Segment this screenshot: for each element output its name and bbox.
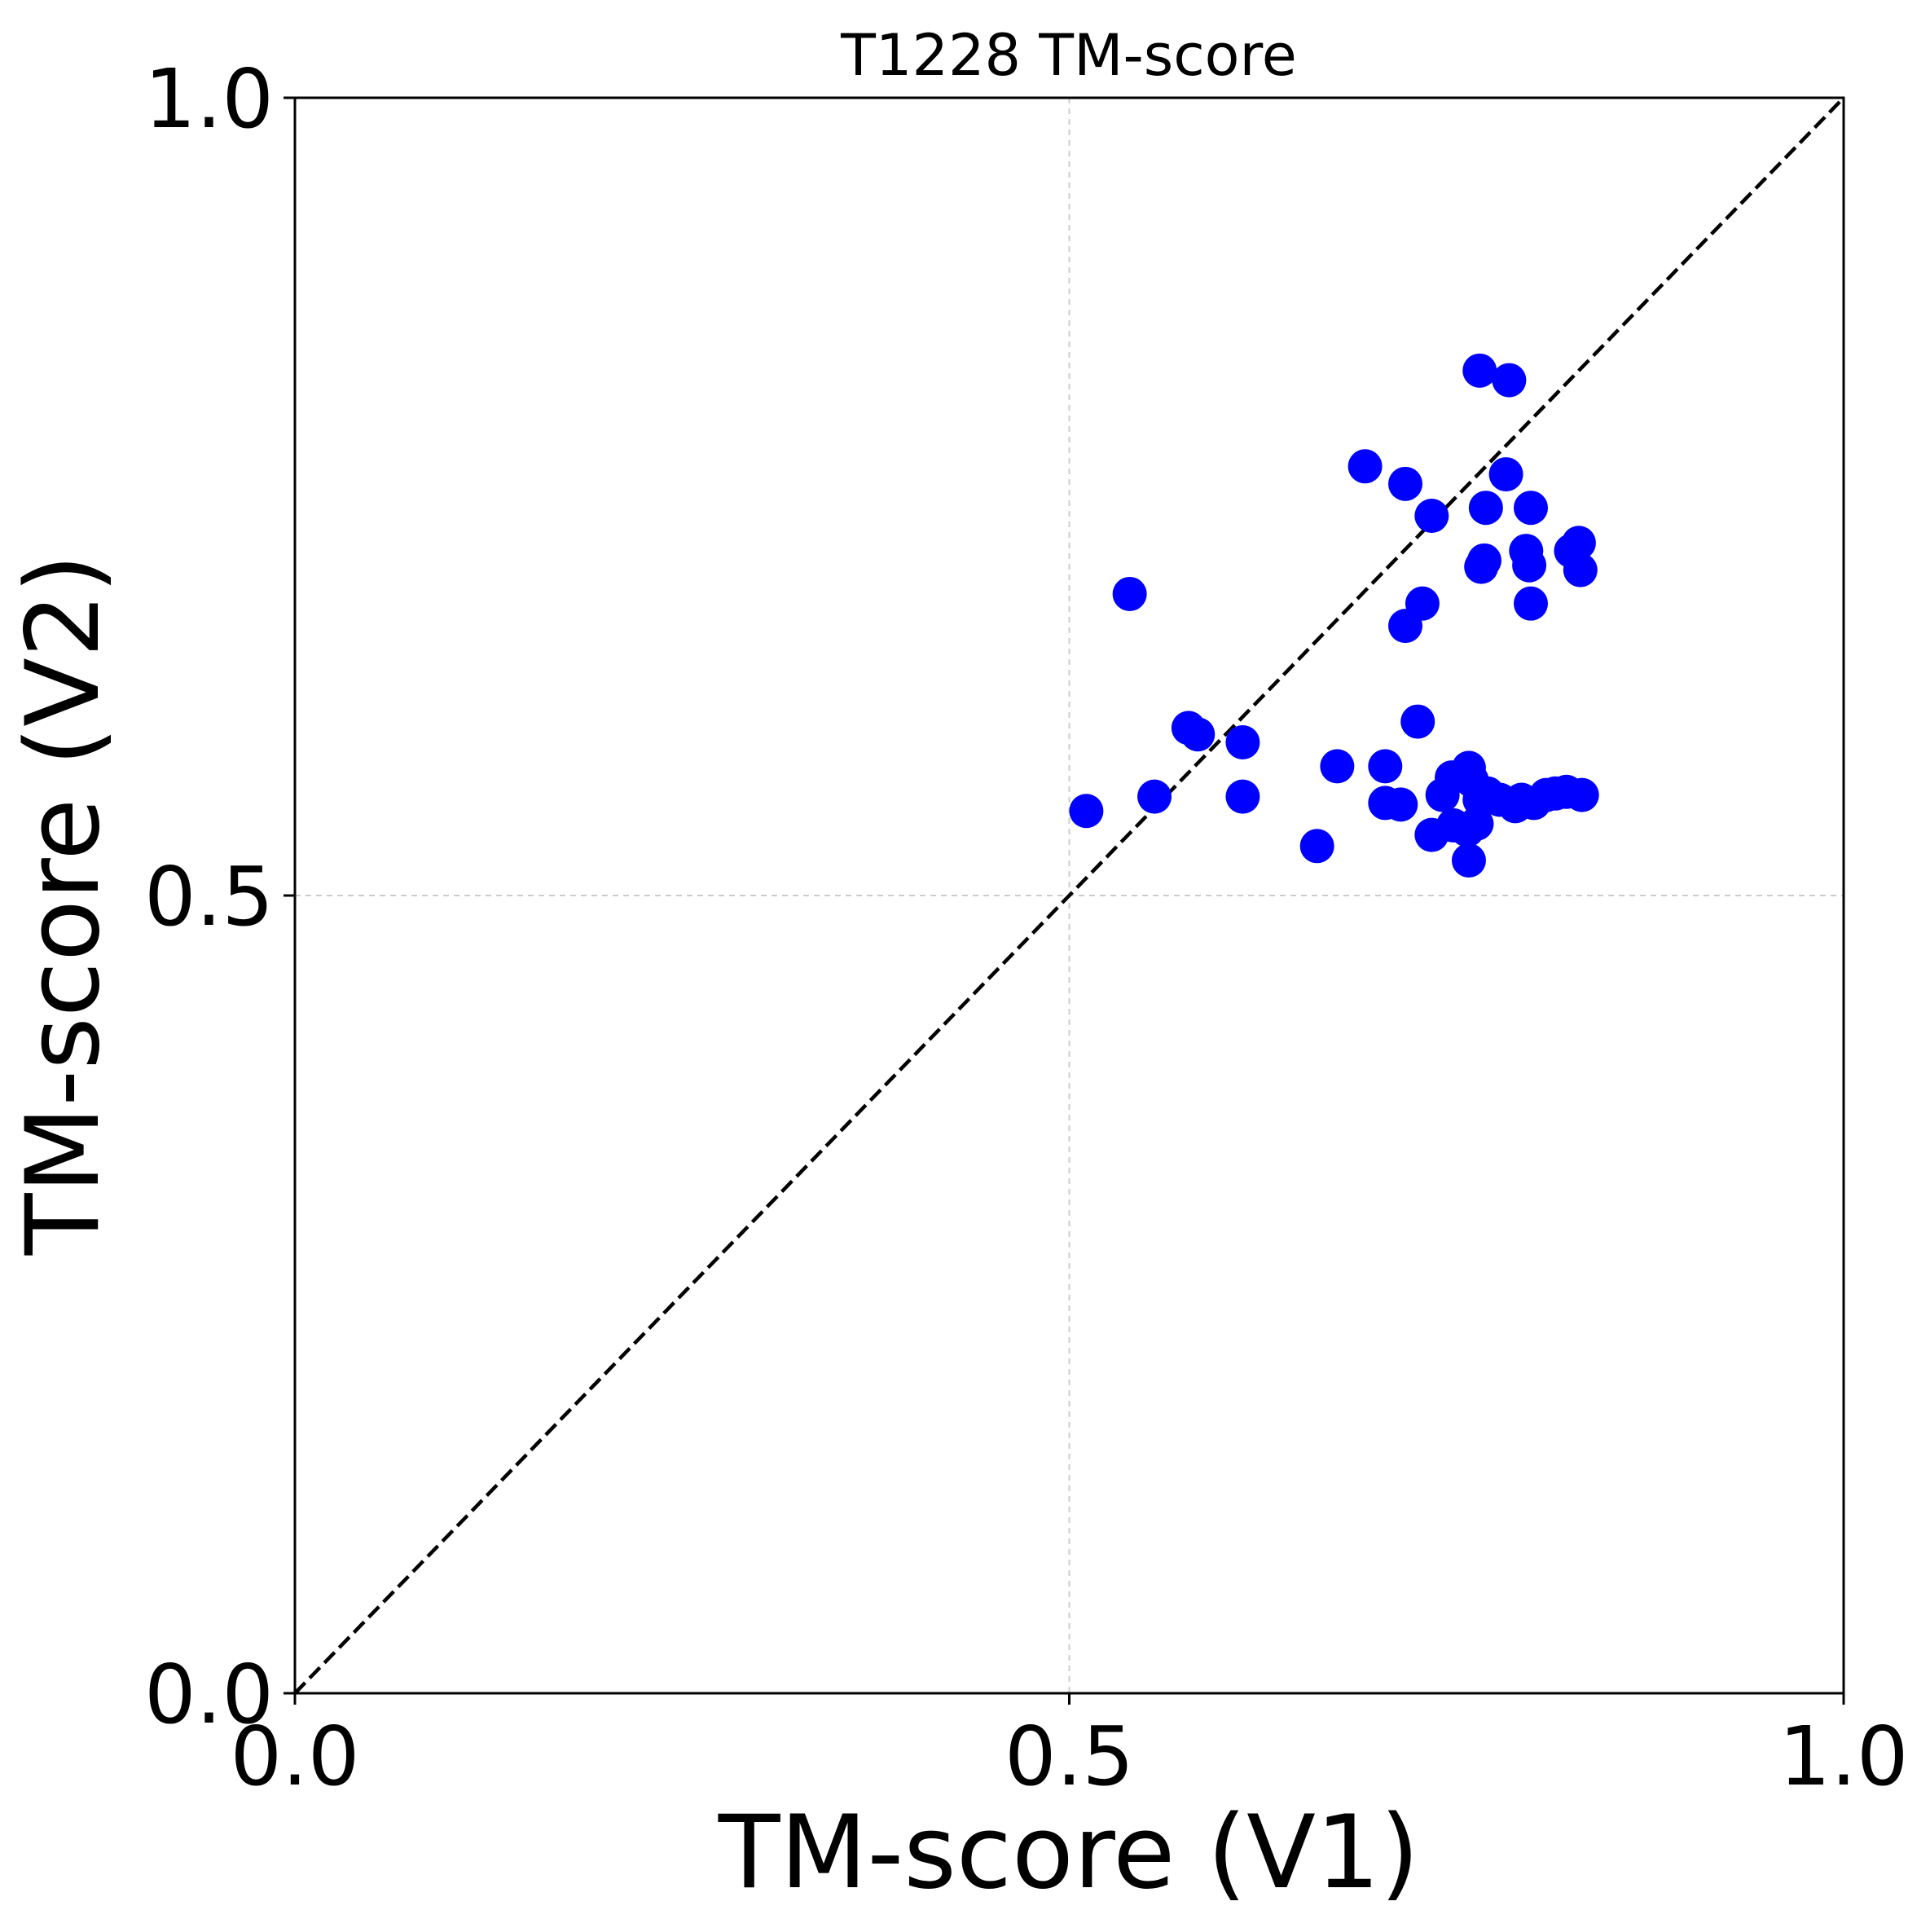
- x-tick-label: 0.0: [230, 1709, 359, 1804]
- data-point: [1414, 498, 1449, 533]
- data-point: [1513, 586, 1548, 621]
- data-point: [1513, 491, 1548, 526]
- data-point: [1388, 466, 1423, 501]
- data-point: [1400, 704, 1435, 739]
- data-point: [1112, 576, 1147, 611]
- data-point: [1451, 750, 1486, 786]
- data-point: [1468, 491, 1503, 526]
- data-point: [1459, 806, 1494, 841]
- x-axis-ticks: 0.0 0.5 1.0: [230, 1693, 1909, 1804]
- y-tick-label: 1.0: [144, 51, 274, 147]
- x-axis-label: TM-score (V1): [718, 1794, 1420, 1912]
- data-point: [1347, 449, 1383, 484]
- data-point: [1451, 843, 1486, 878]
- data-point: [1563, 552, 1598, 588]
- x-tick-label: 1.0: [1778, 1709, 1908, 1804]
- y-tick-label: 0.5: [144, 849, 274, 944]
- data-points: [1069, 353, 1599, 878]
- data-point: [1488, 457, 1523, 492]
- y-tick-label: 0.0: [144, 1647, 274, 1742]
- x-tick-label: 0.5: [1005, 1709, 1134, 1804]
- data-point: [1225, 725, 1260, 760]
- data-point: [1383, 787, 1418, 822]
- data-point: [1512, 548, 1547, 583]
- data-point: [1137, 779, 1172, 814]
- y-axis-ticks: 0.0 0.5 1.0: [144, 51, 295, 1742]
- data-point: [1320, 749, 1355, 784]
- data-point: [1225, 779, 1260, 814]
- data-point: [1069, 794, 1104, 829]
- data-point: [1180, 717, 1216, 752]
- data-point: [1564, 777, 1599, 812]
- data-point: [1368, 749, 1403, 784]
- data-point: [1299, 829, 1334, 864]
- diagonal-reference-line: [293, 96, 1845, 1695]
- data-point: [1464, 549, 1499, 584]
- data-point: [1388, 609, 1423, 644]
- data-point: [1462, 353, 1497, 388]
- y-axis-label: TM-score (V2): [5, 554, 122, 1256]
- chart-title: T1228 TM-score: [840, 22, 1297, 89]
- data-point: [1492, 363, 1527, 398]
